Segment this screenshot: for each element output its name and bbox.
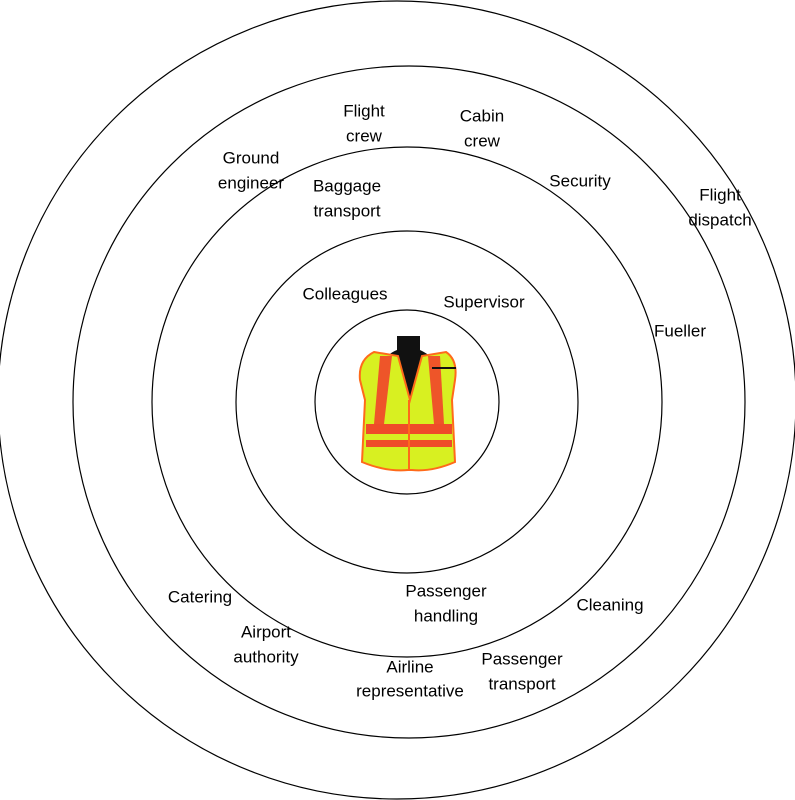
- label: Supervisor: [443, 292, 525, 311]
- label: Cleaning: [576, 595, 643, 614]
- label: Fueller: [654, 321, 706, 340]
- label: crew: [346, 126, 383, 145]
- page: Flight crew Cabin crew Ground engineer S…: [0, 0, 795, 800]
- safety-vest-icon: [360, 336, 456, 470]
- labels: Flight crew Cabin crew Ground engineer S…: [168, 101, 752, 700]
- label: Airline: [386, 657, 433, 676]
- label: Passenger: [481, 649, 563, 668]
- label: dispatch: [688, 210, 751, 229]
- label: handling: [414, 606, 478, 625]
- label: Baggage: [313, 176, 381, 195]
- diagram: Flight crew Cabin crew Ground engineer S…: [0, 0, 795, 800]
- label: Flight: [699, 185, 741, 204]
- label: engineer: [218, 173, 285, 192]
- label: Cabin: [460, 106, 504, 125]
- label: transport: [313, 201, 380, 220]
- label: Colleagues: [302, 284, 387, 303]
- label: crew: [464, 131, 501, 150]
- label: Security: [549, 171, 611, 190]
- label: Flight: [343, 101, 385, 120]
- label: representative: [356, 681, 464, 700]
- label: transport: [488, 674, 555, 693]
- label: Passenger: [405, 581, 487, 600]
- label: Ground: [223, 148, 280, 167]
- label: Airport: [241, 622, 291, 641]
- label: Catering: [168, 587, 232, 606]
- label: authority: [233, 647, 299, 666]
